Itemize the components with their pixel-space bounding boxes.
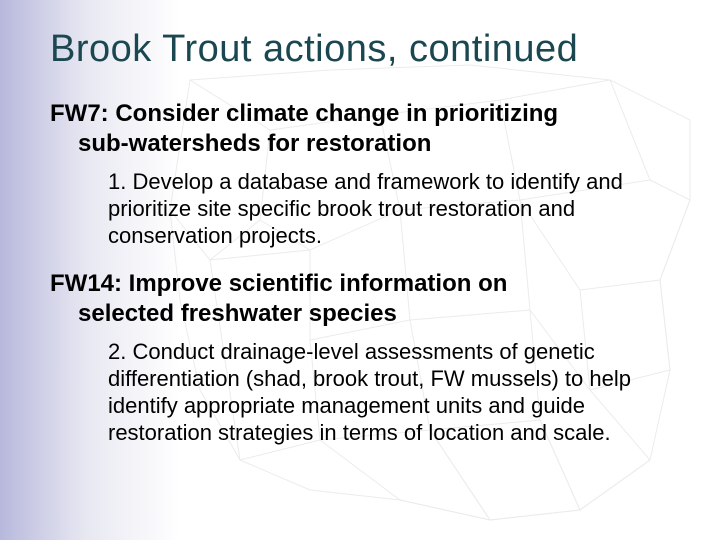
heading-line: FW14: Improve scientific information on: [50, 270, 507, 297]
section-heading-fw7: FW7: Consider climate change in prioriti…: [50, 99, 680, 159]
slide-title: Brook Trout actions, continued: [50, 28, 680, 71]
heading-line: sub-watersheds for restoration: [78, 129, 680, 159]
heading-line: selected freshwater species: [78, 299, 680, 329]
section-heading-fw14: FW14: Improve scientific information on …: [50, 269, 680, 329]
content-area: Brook Trout actions, continued FW7: Cons…: [0, 0, 720, 487]
slide: Brook Trout actions, continued FW7: Cons…: [0, 0, 720, 540]
section-body-fw7: 1. Develop a database and framework to i…: [108, 169, 668, 249]
heading-line: FW7: Consider climate change in prioriti…: [50, 100, 558, 127]
section-body-fw14: 2. Conduct drainage-level assessments of…: [108, 339, 668, 446]
